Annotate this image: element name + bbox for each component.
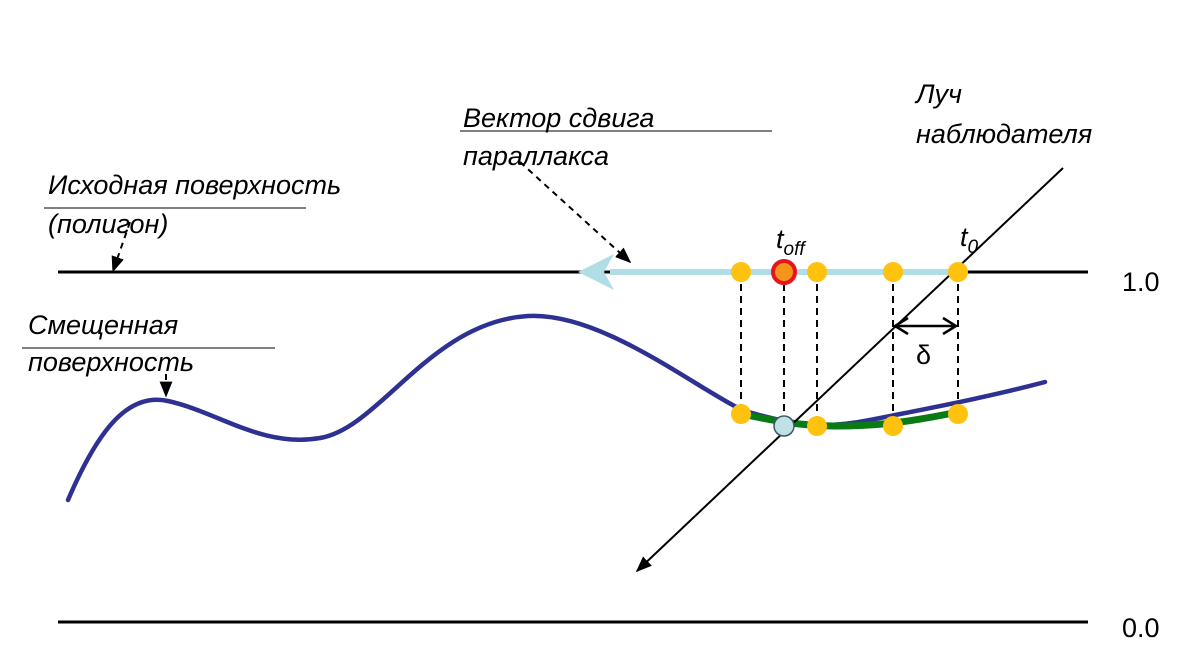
original-surface-pointer (111, 221, 131, 273)
search-segment (738, 408, 962, 430)
sample-point-top-3 (807, 262, 827, 282)
t0-point (948, 262, 968, 282)
viewer-ray-label-line1: Луч (914, 79, 962, 109)
t0-label-base: t (960, 222, 969, 252)
intersection-point (773, 415, 795, 437)
level-bottom-label: 0.0 (1122, 613, 1160, 643)
displaced-surface-label-line2: поверхность (28, 347, 194, 377)
t-off-point (771, 259, 797, 285)
t0-label: t0 (960, 222, 979, 258)
delta-arrowhead-left (892, 316, 909, 336)
delta-arrowhead-right (942, 316, 959, 336)
original-surface-label-line1: Исходная поверхность (48, 170, 341, 200)
t-off-label-base: t (776, 224, 785, 254)
t-off-label-sub: off (784, 239, 807, 260)
t0-label-sub: 0 (968, 237, 979, 258)
viewer-ray (635, 167, 1064, 573)
sample-point-bottom-4 (883, 416, 903, 436)
original-surface-label-line2: (полигон) (48, 209, 168, 239)
sample-point-top-4 (883, 262, 903, 282)
viewer-ray-label-line2: наблюдателя (916, 119, 1092, 149)
offset-vector-label-line1: Вектор сдвига (463, 103, 654, 133)
offset-vector-pointer (519, 161, 632, 264)
sample-projections (740, 272, 959, 426)
delta-label: δ (916, 340, 931, 370)
t-off-label: toff (776, 224, 806, 260)
displaced-surface-label-line1: Смещенная (28, 310, 178, 340)
level-top-label: 1.0 (1122, 267, 1160, 297)
sample-point-top-1 (731, 262, 751, 282)
displaced-surface-curve (65, 313, 1048, 503)
offset-vector-label-line2: параллакса (463, 141, 609, 171)
sample-point-bottom-5 (948, 404, 968, 424)
sample-point-bottom-1 (731, 404, 751, 424)
sample-point-bottom-3 (807, 416, 827, 436)
offset-vector-arrowhead (578, 254, 614, 290)
